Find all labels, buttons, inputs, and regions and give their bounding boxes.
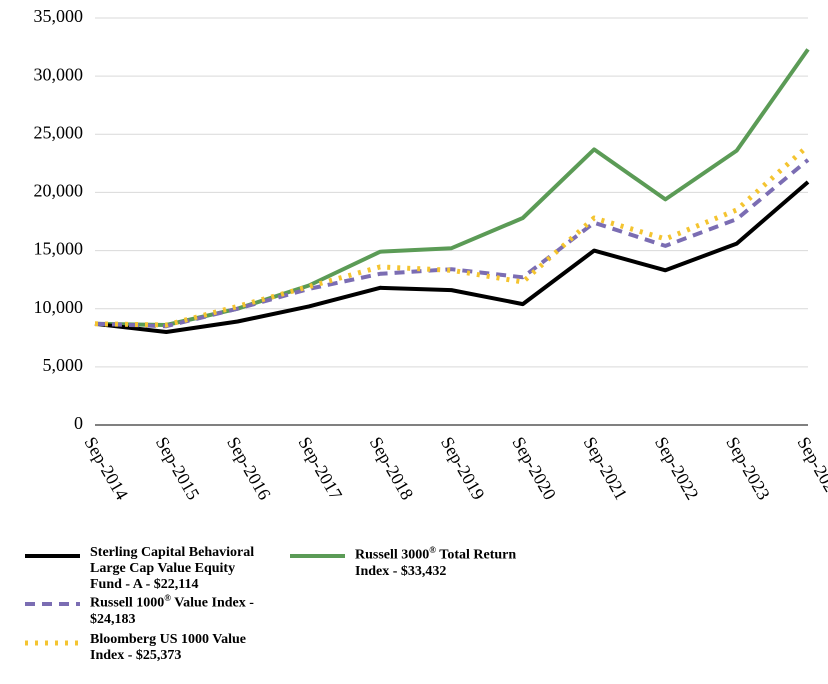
legend-item-bloomberg: Bloomberg US 1000 Value Index - $25,373 xyxy=(25,632,280,664)
x-tick-3: Sep-2017 xyxy=(294,433,346,503)
svg-text:Sep-2023: Sep-2023 xyxy=(722,433,774,503)
svg-text:Sep-2018: Sep-2018 xyxy=(366,433,418,503)
svg-text:10,000: 10,000 xyxy=(34,297,84,317)
x-tick-5: Sep-2019 xyxy=(437,433,489,503)
x-tick-2: Sep-2016 xyxy=(223,433,275,503)
legend-label-russell1000v: Russell 1000® Value Index - $24,183 xyxy=(90,593,260,628)
legend-row-2: Bloomberg US 1000 Value Index - $25,373 xyxy=(25,632,805,664)
growth-chart: 0 5,000 10,000 15,000 20,000 25,000 30,000 35,0… xyxy=(0,0,828,684)
series-sterling xyxy=(95,182,808,332)
x-tick-7: Sep-2021 xyxy=(580,433,632,503)
x-tick-0: Sep-2014 xyxy=(80,433,132,503)
legend-item-russell1000v: Russell 1000® Value Index - $24,183 xyxy=(25,593,280,628)
svg-text:15,000: 15,000 xyxy=(34,239,84,259)
svg-text:0: 0 xyxy=(74,413,83,433)
svg-text:35,000: 35,000 xyxy=(34,6,84,26)
legend-item-russell3000: Russell 3000® Total Return Index - $33,4… xyxy=(290,545,545,593)
legend-label-sterling: Sterling Capital Behavioral Large Cap Va… xyxy=(90,545,260,593)
legend-label-bloomberg: Bloomberg US 1000 Value Index - $25,373 xyxy=(90,632,260,664)
svg-text:Sep-2017: Sep-2017 xyxy=(294,433,346,503)
svg-text:5,000: 5,000 xyxy=(43,355,84,375)
x-tick-4: Sep-2018 xyxy=(366,433,418,503)
series-russell1000v xyxy=(95,160,808,326)
x-tick-9: Sep-2023 xyxy=(722,433,774,503)
legend-swatch-sterling xyxy=(25,547,80,565)
svg-text:25,000: 25,000 xyxy=(34,122,84,142)
svg-text:Sep-2014: Sep-2014 xyxy=(80,433,132,503)
series-russell3000 xyxy=(95,49,808,325)
svg-text:Sep-2024: Sep-2024 xyxy=(793,433,828,503)
legend-swatch-russell3000 xyxy=(290,547,345,565)
x-tick-1: Sep-2015 xyxy=(152,433,204,503)
svg-text:Sep-2022: Sep-2022 xyxy=(651,433,703,503)
chart-canvas: 0 5,000 10,000 15,000 20,000 25,000 30,000 35,0… xyxy=(0,0,828,540)
svg-text:Sep-2016: Sep-2016 xyxy=(223,433,275,503)
legend-swatch-russell1000v xyxy=(25,595,80,613)
legend-row-1: Sterling Capital Behavioral Large Cap Va… xyxy=(25,545,805,628)
legend-swatch-bloomberg xyxy=(25,634,80,652)
svg-text:Sep-2015: Sep-2015 xyxy=(152,433,204,503)
legend-label-russell3000: Russell 3000® Total Return Index - $33,4… xyxy=(355,545,525,580)
legend-item-sterling: Sterling Capital Behavioral Large Cap Va… xyxy=(25,545,280,593)
svg-text:Sep-2019: Sep-2019 xyxy=(437,433,489,503)
svg-text:20,000: 20,000 xyxy=(34,181,84,201)
x-tick-8: Sep-2022 xyxy=(651,433,703,503)
svg-text:Sep-2020: Sep-2020 xyxy=(508,433,560,503)
x-tick-10: Sep-2024 xyxy=(793,433,828,503)
svg-text:Sep-2021: Sep-2021 xyxy=(580,433,632,503)
x-tick-6: Sep-2020 xyxy=(508,433,560,503)
svg-text:30,000: 30,000 xyxy=(34,64,84,84)
